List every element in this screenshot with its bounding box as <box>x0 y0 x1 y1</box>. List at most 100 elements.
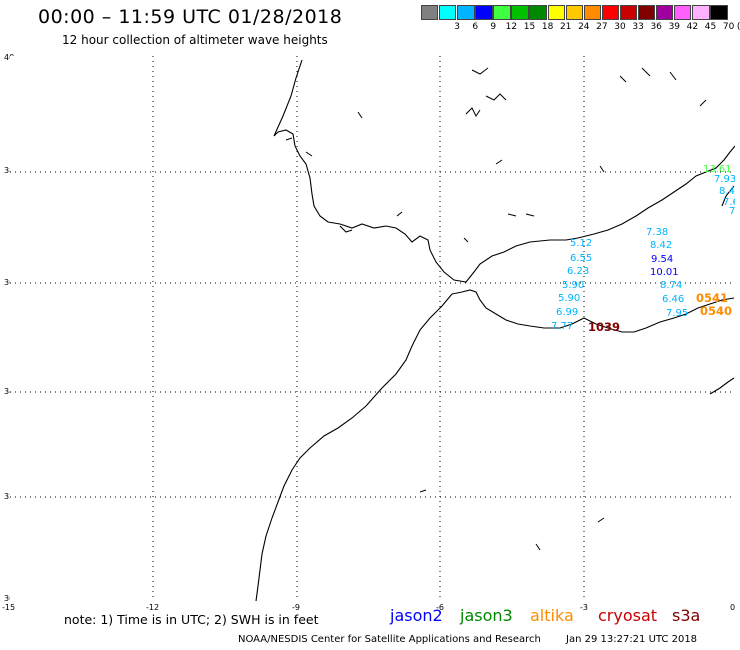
lat-label-34: 34 <box>4 387 15 396</box>
lat-label-30: 30 <box>4 594 15 603</box>
gridlines <box>10 56 734 601</box>
wave-height-label: 6.55 <box>570 253 592 264</box>
colorbar-swatch <box>493 5 511 20</box>
wave-height-label: 7.95 <box>666 308 688 319</box>
legend-cryosat: cryosat <box>598 606 658 625</box>
map-background <box>10 56 734 601</box>
colorbar-swatch <box>692 5 710 20</box>
colorbar-label: 70 <box>722 22 735 32</box>
wave-height-label: 6.99 <box>556 307 578 318</box>
map-title: 00:00 – 11:59 UTC 01/28/2018 <box>38 6 343 28</box>
colorbar-label: 3 <box>454 22 460 32</box>
colorbar-unit: (ft) <box>733 22 740 32</box>
lake-fragment <box>285 137 293 141</box>
lon-label-0: 0 <box>730 603 736 612</box>
wave-height-label: 9.54 <box>651 254 673 265</box>
footer-note: note: 1) Time is in UTC; 2) SWH is in fe… <box>64 612 319 627</box>
lon-label-9: -9 <box>292 603 300 612</box>
legend-jason2: jason2 <box>390 606 443 625</box>
colorbar-swatch <box>674 5 692 20</box>
lake-fragment <box>619 75 627 83</box>
coast-fragment <box>396 211 403 217</box>
lake-fragment <box>471 67 489 75</box>
wave-height-label: 7.38 <box>646 227 668 238</box>
wave-height-label: 5.90 <box>558 293 580 304</box>
coast-east-upper <box>721 185 735 207</box>
colorbar-swatch <box>637 5 656 20</box>
lake-fragment <box>465 107 481 117</box>
coastlines <box>255 59 735 602</box>
map-subtitle: 12 hour collection of altimeter wave hei… <box>62 33 328 47</box>
lat-label-40: 40 <box>4 53 15 62</box>
colorbar-label: 24 <box>578 22 590 32</box>
lat-label-36: 36 <box>4 278 15 287</box>
lake-fragment <box>599 165 605 173</box>
wave-height-label: 0541 <box>696 291 728 305</box>
lat-label-32: 32 <box>4 492 15 501</box>
colorbar-swatch <box>511 5 529 20</box>
colorbar-swatch <box>421 5 439 20</box>
legend-altika: altika <box>530 606 574 625</box>
lake-fragment <box>485 93 507 101</box>
colorbar-label: 36 <box>650 22 662 32</box>
wave-height-label: 7.93 <box>714 174 735 185</box>
africa-coastline <box>451 289 735 333</box>
colorbar-swatch <box>547 5 565 20</box>
wave-height-label: 8.49 <box>719 186 735 197</box>
wave-height-label: 5.90 <box>562 280 584 291</box>
lake-fragment <box>525 213 535 217</box>
wave-height-label: 0540 <box>700 304 732 318</box>
lat-label-38: 38 <box>4 166 15 175</box>
lake-fragment <box>507 213 517 217</box>
wave-height-label: 6.46 <box>662 294 684 305</box>
lon-label-12: -12 <box>146 603 160 612</box>
wave-height-label: 7. <box>729 206 735 217</box>
lake-fragment <box>357 111 363 119</box>
lon-label-15: -15 <box>2 603 16 612</box>
colorbar-swatch <box>601 5 620 20</box>
iberia-coastline <box>273 59 735 283</box>
wave-height-label: 1039 <box>588 320 620 334</box>
wave-height-label: 8.42 <box>650 240 672 251</box>
lon-label-3: -3 <box>580 603 588 612</box>
legend-s3a: s3a <box>672 606 701 625</box>
lake-fragment <box>597 517 605 523</box>
colorbar-label: 27 <box>596 22 608 32</box>
colorbar-label: 18 <box>541 22 554 32</box>
wave-height-label: 10.01 <box>650 267 679 278</box>
colorbar-label: 42 <box>686 22 699 32</box>
inland-waters <box>285 67 707 551</box>
lake-fragment <box>495 159 503 165</box>
colorbar-label: 30 <box>614 22 626 32</box>
colorbar-label: 45 <box>704 22 717 32</box>
lake-fragment <box>699 99 707 107</box>
lake-fragment <box>463 237 469 243</box>
colorbar-swatch <box>619 5 638 20</box>
colorbar-swatch <box>475 5 493 20</box>
credit-text: NOAA/NESDIS Center for Satellite Applica… <box>238 634 541 645</box>
wave-height-label: 13.61 <box>703 164 732 175</box>
wave-height-label: 7.6 <box>723 197 735 208</box>
lake-fragment <box>419 489 427 493</box>
colorbar-label: 21 <box>559 22 572 32</box>
colorbar-swatch <box>439 5 457 20</box>
lon-label-6: -6 <box>436 603 444 612</box>
lake-fragment <box>535 543 541 551</box>
observation-labels: 5.12 6.55 6.23 5.90 5.90 6.99 7.77 1039 7.38 8.42… <box>551 164 735 334</box>
morocco-atlantic-coastline <box>255 293 453 602</box>
colorbar <box>421 5 728 20</box>
wave-height-label: 7.77 <box>551 321 573 332</box>
wave-height-label: 8.74 <box>660 280 682 291</box>
timestamp-text: Jan 29 13:27:21 UTC 2018 <box>566 634 698 645</box>
colorbar-label: 12 <box>505 22 518 32</box>
legend-jason3: jason3 <box>460 606 513 625</box>
colorbar-label: 6 <box>472 22 479 32</box>
colorbar-swatch <box>710 5 728 20</box>
lake-fragment <box>305 151 313 157</box>
colorbar-swatch <box>656 5 674 20</box>
colorbar-swatch <box>583 5 602 20</box>
lake-fragment <box>669 71 677 81</box>
colorbar-label: 9 <box>490 22 497 32</box>
colorbar-label: 33 <box>632 22 644 32</box>
wave-height-label: 6.23 <box>567 266 589 277</box>
